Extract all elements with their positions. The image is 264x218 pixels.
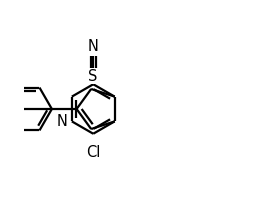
Text: Cl: Cl: [86, 145, 100, 160]
Text: S: S: [88, 69, 98, 83]
Text: N: N: [57, 114, 68, 129]
Text: N: N: [88, 39, 99, 54]
